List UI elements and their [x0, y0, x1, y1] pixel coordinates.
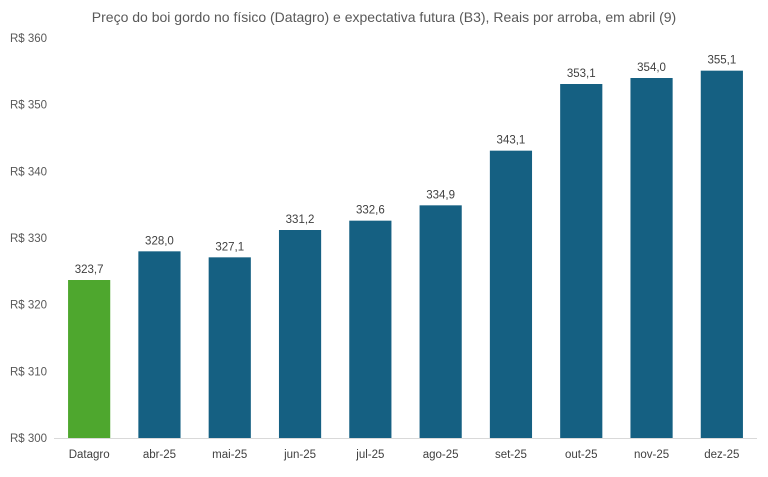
y-tick-label: R$ 340: [10, 166, 47, 178]
x-tick-label: nov-25: [634, 449, 669, 461]
x-tick-label: out-25: [565, 449, 598, 461]
bar-dez-25: [700, 70, 743, 439]
data-label: 331,2: [286, 214, 315, 226]
x-tick-label: jul-25: [355, 449, 384, 461]
y-tick-label: R$ 330: [10, 233, 47, 245]
x-tick-label: ago-25: [423, 449, 459, 461]
x-tick-label: abr-25: [143, 449, 176, 461]
bar-set-25: [489, 150, 533, 438]
data-label: 327,1: [215, 241, 244, 253]
y-tick-label: R$ 310: [10, 366, 47, 378]
bars-group: 323,7 328,0 327,1 331,2 332,6 334,9 343,1 353,1…: [68, 55, 743, 439]
y-tick-label: R$ 300: [10, 433, 47, 445]
bar-ago-25: [419, 205, 462, 438]
bar-abr-25: [138, 251, 181, 438]
x-tick-label: mai-25: [212, 449, 247, 461]
bar-out-25: [560, 84, 603, 438]
bar-jun-25: [278, 230, 322, 438]
x-tick-label: set-25: [495, 449, 527, 461]
x-tick-label: jun-25: [283, 449, 316, 461]
data-label: 354,0: [637, 62, 666, 74]
data-label: 355,1: [707, 55, 736, 67]
bar-datagro: [68, 280, 111, 438]
bar-jul-25: [349, 220, 392, 438]
chart-title: Preço do boi gordo no físico (Datagro) e…: [92, 9, 676, 25]
x-axis: Datagro abr-25 mai-25 jun-25 jul-25 ago-25 set…: [54, 438, 757, 461]
data-label: 343,1: [497, 135, 526, 147]
y-tick-label: R$ 360: [10, 33, 47, 45]
x-tick-label: dez-25: [704, 449, 739, 461]
y-tick-label: R$ 350: [10, 100, 47, 112]
bar-mai-25: [208, 257, 251, 438]
data-label: 328,0: [145, 235, 174, 247]
bar-nov-25: [630, 78, 673, 438]
x-tick-label: Datagro: [69, 449, 110, 461]
data-label: 323,7: [75, 264, 104, 276]
data-label: 334,9: [426, 189, 455, 201]
y-axis: R$ 300 R$ 310 R$ 320 R$ 330 R$ 340 R$ 350 R$ 3…: [10, 33, 47, 445]
data-label: 332,6: [356, 205, 385, 217]
data-label: 353,1: [567, 68, 596, 80]
y-tick-label: R$ 320: [10, 300, 47, 312]
